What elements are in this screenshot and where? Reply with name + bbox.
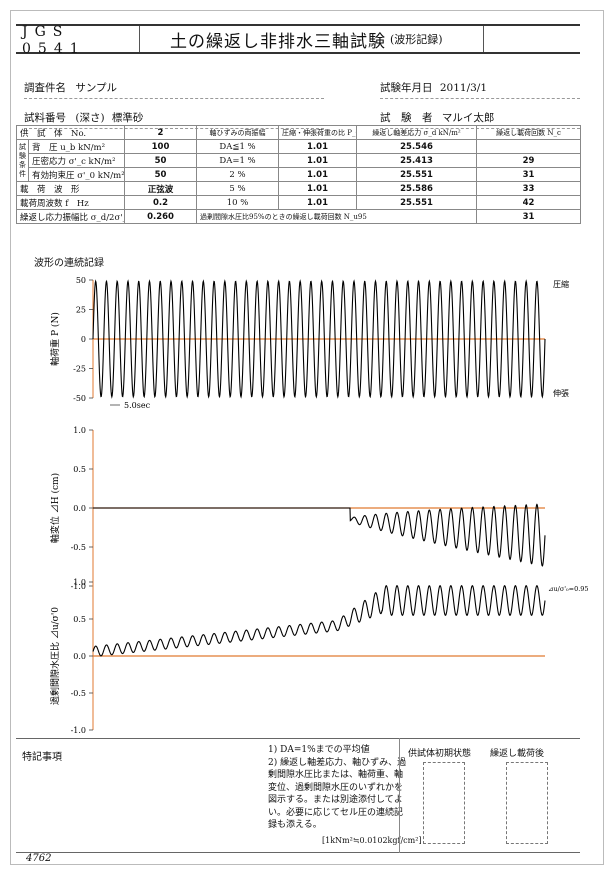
title-bar: JGS 0541 土の繰返し非排水三軸試験 (波形記録) <box>16 24 580 57</box>
unit-note: [1kNm²≒0.0102kgf/cm²] <box>322 836 422 845</box>
tester-label: 試 験 者 <box>380 112 433 124</box>
survey-value: サンプル <box>75 82 118 94</box>
page-subtitle: (波形記録) <box>390 33 443 46</box>
tick-label: 0.5 <box>73 615 86 624</box>
pore-pressure-series <box>92 585 546 657</box>
document-page <box>10 10 604 865</box>
displacement-series <box>93 503 546 567</box>
initial-state-box <box>423 762 465 844</box>
tick-label: 25 <box>76 306 86 315</box>
tick-label: -1.0 <box>71 582 86 591</box>
sample-value: 標準砂 <box>111 112 144 124</box>
note-1: 1) DA=1%までの平均値 <box>268 745 370 755</box>
tester-value: マルイ太郎 <box>441 112 495 124</box>
tick-label: 0 <box>81 335 86 344</box>
footer-box <box>16 738 580 853</box>
displacement-ylabel: 軸変位 ⊿H (cm) <box>49 473 61 543</box>
tick-label: 50 <box>76 276 86 285</box>
tick-label: 0.0 <box>73 504 86 513</box>
tick-label: 1.0 <box>73 426 86 435</box>
tick-label: 0.5 <box>73 465 86 474</box>
extension-label: 伸張 <box>553 388 569 398</box>
tick-label: -1.0 <box>71 726 86 735</box>
displacement-chart: 1.0 0.5 0.0 -0.5 -1.0 軸変位 ⊿H (cm) <box>49 426 546 591</box>
survey-label: 調査件名 <box>24 82 66 94</box>
initial-state-label: 供試体初期状態 <box>408 749 472 759</box>
page-title: 土の繰返し非排水三軸試験 <box>170 31 386 52</box>
compression-label: 圧縮 <box>553 279 569 289</box>
remarks-label: 特記事項 <box>22 752 62 763</box>
after-loading-label: 繰返し載荷後 <box>490 749 545 759</box>
pore-pressure-chart: 1.0 0.5 0.0 -0.5 -1.0 過剰間隙水圧比 ⊿u/σ'0 ⊿u/σ'₀=0.… <box>49 578 589 735</box>
table-row: 圧密応力 σ'_c kN/m² 50 DA=1 % 1.01 25.413 29 <box>17 153 582 168</box>
date-label: 試験年月日 <box>380 82 433 94</box>
notes: 1) DA=1%までの平均値 2) 繰返し軸差応力、軸ひずみ、過剰間隙水圧比また… <box>268 744 408 832</box>
note-2: 2) 繰返し軸差応力、軸ひずみ、過剰間隙水圧比または、軸荷重、軸変位、過剰間隙水… <box>268 757 407 831</box>
test-conditions-table: 供 試 体 No. 2 軸ひずみの両振幅 圧縮・伸張荷重の比 P_C/P_E 繰… <box>15 125 582 224</box>
tick-label: -0.5 <box>71 689 86 698</box>
sample-label: 試料番号 <box>24 112 66 124</box>
date-row: 試験年月日 2011/3/1 <box>380 80 580 99</box>
tick-label: -25 <box>73 365 86 374</box>
table-row: 繰返し応力振幅比 σ_d/2σ'_0 0.260 過剰間隙水圧比95%のときの繰… <box>15 209 582 224</box>
table-row: 試験条件 背 圧 u_b kN/m² 100 DA≦1 % 1.01 25.54… <box>16 139 582 182</box>
time-scale-label: 5.0sec <box>124 401 151 410</box>
table-row: 載 荷 波 形 正弦波 5 % 1.01 25.586 33 <box>15 181 582 196</box>
footer-divider <box>399 738 400 853</box>
load-ylabel: 軸荷重 P (N) <box>49 312 61 366</box>
date-value: 2011/3/1 <box>439 82 488 94</box>
standard-code: JGS 0541 <box>16 24 140 57</box>
page-number: 4762 <box>26 853 52 864</box>
sample-depth: (深さ) <box>75 112 105 124</box>
threshold-label: ⊿u/σ'₀=0.95 <box>548 585 589 593</box>
tick-label: -0.5 <box>71 543 86 552</box>
tick-label: 1.0 <box>73 578 86 587</box>
load-series <box>92 279 546 399</box>
section-label: 波形の連続記録 <box>34 258 104 269</box>
tick-label: 0.0 <box>73 652 86 661</box>
after-loading-box <box>506 762 548 844</box>
pore-pressure-ylabel: 過剰間隙水圧比 ⊿u/σ'0 <box>49 607 61 705</box>
title-cell <box>483 26 580 52</box>
survey-row: 調査件名 サンプル <box>24 80 324 99</box>
table-row: 有効拘束圧 σ'_0 kN/m² 50 2 % 1.01 25.551 31 <box>17 167 582 182</box>
tick-label: -50 <box>73 394 86 403</box>
